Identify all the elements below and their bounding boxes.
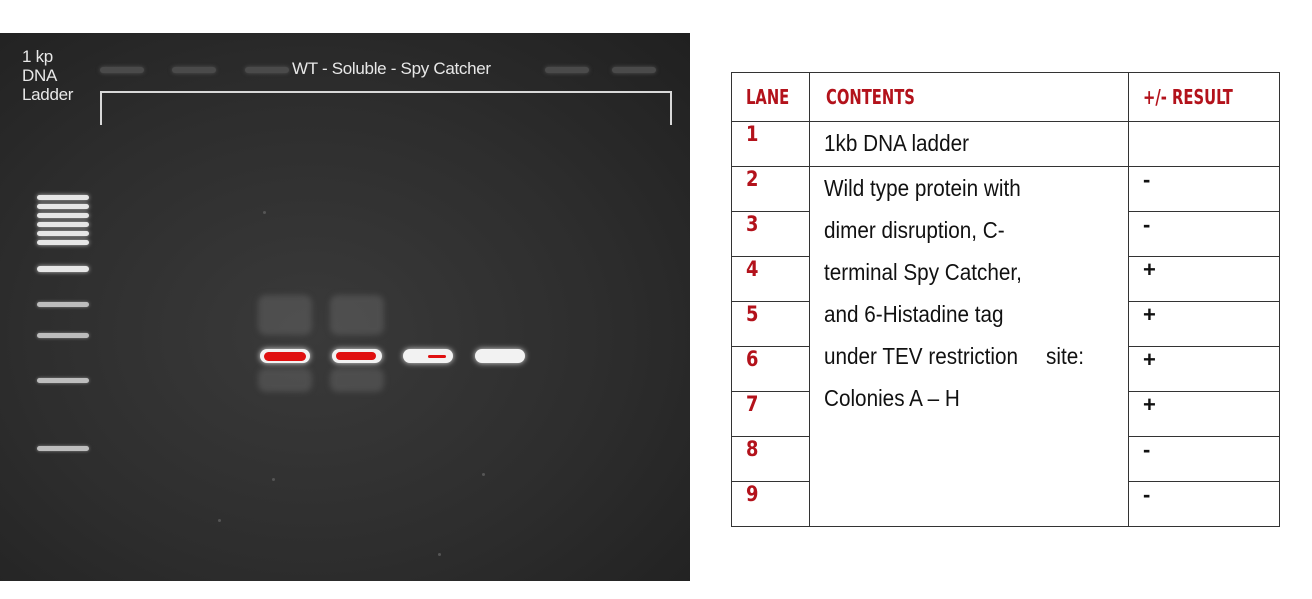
contents-line: under TEV restriction (824, 343, 1019, 369)
lane-smear (330, 295, 384, 335)
result-cell: - (1128, 166, 1280, 212)
table-row: 7 + (731, 391, 1280, 437)
table-row: 5 + (731, 301, 1280, 347)
ladder-band (37, 204, 89, 209)
result-cell: + (1128, 256, 1280, 302)
ladder-label-line: 1 kp (22, 47, 53, 66)
saturation-highlight (336, 352, 376, 360)
ladder-label-line: Ladder (22, 85, 74, 104)
contents-cell-shared: Wild type protein with dimer disruption,… (809, 166, 1129, 527)
result-cell: - (1128, 481, 1280, 527)
contents-line: terminal Spy Catcher, (824, 259, 1022, 285)
ladder-band (37, 302, 89, 307)
result-cell (1128, 121, 1280, 167)
gel-well (612, 67, 656, 73)
gel-well (545, 67, 589, 73)
gel-electrophoresis-image: 1 kp DNA Ladder WT - Soluble - Spy Catch… (0, 33, 690, 581)
table-row: 2 Wild type protein with dimer disruptio… (731, 166, 1280, 527)
ladder-band (37, 378, 89, 383)
ladder-band (37, 240, 89, 245)
column-header-contents: CONTENTS (809, 72, 1129, 122)
result-cell: + (1128, 301, 1280, 347)
contents-line: dimer disruption, C- (824, 217, 1005, 243)
gel-speck (438, 553, 441, 556)
saturation-highlight (428, 355, 446, 358)
lane-cell: 5 (731, 301, 810, 347)
gel-speck (218, 519, 221, 522)
ladder-band (37, 266, 89, 272)
contents-cell: 1kb DNA ladder (809, 121, 1129, 167)
table-row: 8 - (731, 436, 1280, 482)
result-cell: - (1128, 436, 1280, 482)
column-header-result: +/- RESULT (1128, 72, 1280, 122)
ladder-band (37, 446, 89, 451)
result-cell: - (1128, 211, 1280, 257)
gel-well (172, 67, 216, 73)
lane-cell: 1 (731, 121, 810, 167)
table-row: 9 - (731, 481, 1280, 527)
sample-group-label: WT - Soluble - Spy Catcher (292, 59, 491, 78)
column-header-lane: LANE (731, 72, 810, 122)
contents-line: Colonies A – H (824, 385, 960, 411)
table-row: 6 + (731, 346, 1280, 392)
contents-line: Wild type protein with (824, 175, 1021, 201)
ladder-band (37, 333, 89, 338)
table-row: 4 + (731, 256, 1280, 302)
ladder-band (37, 231, 89, 236)
lane-cell: 7 (731, 391, 810, 437)
product-band (475, 349, 525, 363)
lane-smear (258, 295, 312, 335)
gel-well (245, 67, 289, 73)
ladder-band (37, 222, 89, 227)
lane-cell: 6 (731, 346, 810, 392)
lane-cell: 2 (731, 166, 810, 212)
sample-group-bracket (100, 91, 672, 125)
ladder-band (37, 213, 89, 218)
lane-smear (258, 368, 312, 392)
table-header-row: LANE CONTENTS +/- RESULT (731, 72, 1280, 122)
results-table: LANE CONTENTS +/- RESULT 1 1kb DNA ladde… (731, 72, 1280, 527)
ladder-band (37, 195, 89, 200)
lane-cell: 9 (731, 481, 810, 527)
lane-cell: 8 (731, 436, 810, 482)
lane-cell: 4 (731, 256, 810, 302)
gel-speck (482, 473, 485, 476)
contents-line: and 6-Histadine tag (824, 301, 1004, 327)
saturation-highlight (264, 352, 306, 361)
gel-speck (272, 478, 275, 481)
contents-line: site: (1046, 343, 1084, 369)
gel-well (100, 67, 144, 73)
result-cell: + (1128, 346, 1280, 392)
table-row: 3 - (731, 211, 1280, 257)
lane-smear (330, 368, 384, 392)
result-cell: + (1128, 391, 1280, 437)
ladder-label-line: DNA (22, 66, 57, 85)
lane-cell: 3 (731, 211, 810, 257)
ladder-label: 1 kp DNA Ladder (22, 47, 73, 104)
table-row: 1 1kb DNA ladder (731, 121, 1280, 167)
gel-speck (263, 211, 266, 214)
